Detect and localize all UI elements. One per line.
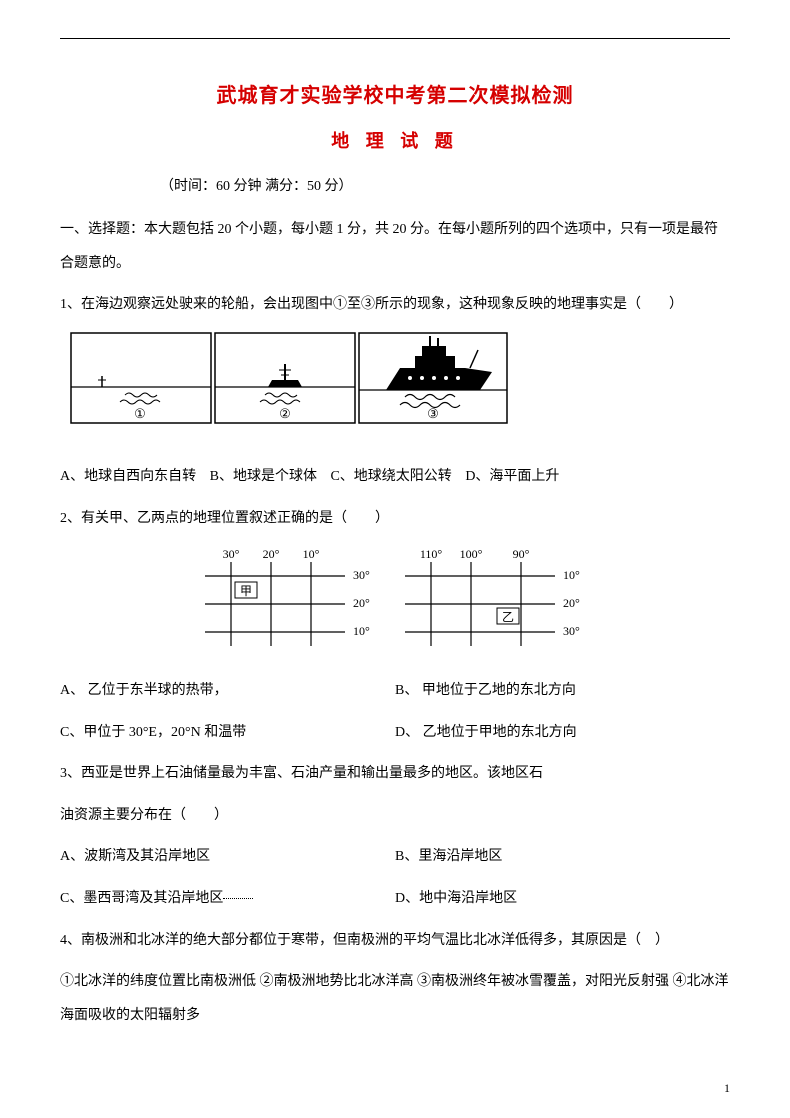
exam-meta: （时间：60 分钟 满分：50 分）	[160, 176, 730, 198]
svg-text:20°: 20°	[563, 596, 580, 610]
svg-text:110°: 110°	[420, 547, 443, 561]
svg-text:10°: 10°	[303, 547, 320, 561]
page-number: 1	[724, 1079, 730, 1098]
q3-options-row1: A、波斯湾及其沿岸地区 B、里海沿岸地区	[60, 840, 730, 874]
q1-optD: D、海平面上升	[465, 469, 559, 484]
q4-stem: 4、南极洲和北冰洋的绝大部分都位于寒带，但南极洲的平均气温比北冰洋低得多，其原因…	[60, 924, 730, 958]
svg-text:100°: 100°	[460, 547, 483, 561]
q4-stem2: ①北冰洋的纬度位置比南极洲低 ②南极洲地势比北冰洋高 ③南极洲终年被冰雪覆盖，对…	[60, 965, 730, 1032]
q2-optB: B、 甲地位于乙地的东北方向	[395, 674, 730, 708]
header-rule	[60, 38, 730, 39]
q1-stem: 1、在海边观察远处驶来的轮船，会出现图中①至③所示的现象，这种现象反映的地理事实…	[60, 288, 730, 322]
svg-text:30°: 30°	[223, 547, 240, 561]
svg-text:③: ③	[427, 406, 439, 421]
section-intro: 一、选择题：本大题包括 20 个小题，每小题 1 分，共 20 分。在每小题所列…	[60, 213, 730, 280]
svg-text:20°: 20°	[353, 596, 370, 610]
q2-options-row2: C、甲位于 30°E，20°N 和温带 D、 乙地位于甲地的东北方向	[60, 716, 730, 750]
q3-optD: D、地中海沿岸地区	[395, 882, 730, 916]
q2-stem: 2、有关甲、乙两点的地理位置叙述正确的是（ ）	[60, 502, 730, 536]
ship-figure: ① ② ③	[70, 332, 730, 440]
grid-figure: 30° 20° 10° 30° 20° 10° 甲 110° 100° 90°	[60, 546, 730, 659]
svg-text:30°: 30°	[353, 568, 370, 582]
q1-optA: A、地球自西向东自转	[60, 469, 196, 484]
q2-options-row1: A、 乙位于东半球的热带， B、 甲地位于乙地的东北方向	[60, 674, 730, 708]
svg-text:②: ②	[279, 406, 291, 421]
q3-optC: C、墨西哥湾及其沿岸地区	[60, 882, 395, 916]
q2-optA: A、 乙位于东半球的热带，	[60, 674, 395, 708]
q3-stem: 3、西亚是世界上石油储量最为丰富、石油产量和输出量最多的地区。该地区石	[60, 757, 730, 791]
q3-optB: B、里海沿岸地区	[395, 840, 730, 874]
q1-optB: B、地球是个球体	[210, 469, 317, 484]
exam-title: 武城育才实验学校中考第二次模拟检测	[60, 80, 730, 112]
svg-text:10°: 10°	[563, 568, 580, 582]
svg-text:①: ①	[134, 406, 146, 421]
svg-text:20°: 20°	[263, 547, 280, 561]
q3-stem2: 油资源主要分布在（ ）	[60, 799, 730, 833]
exam-subtitle: 地 理 试 题	[60, 127, 730, 156]
q1-options: A、地球自西向东自转 B、地球是个球体 C、地球绕太阳公转 D、海平面上升	[60, 460, 730, 494]
svg-text:10°: 10°	[353, 624, 370, 638]
q2-optD: D、 乙地位于甲地的东北方向	[395, 716, 730, 750]
svg-text:30°: 30°	[563, 624, 580, 638]
q2-optC: C、甲位于 30°E，20°N 和温带	[60, 716, 395, 750]
q3-options-row2: C、墨西哥湾及其沿岸地区 D、地中海沿岸地区	[60, 882, 730, 916]
dotted-line	[223, 898, 253, 899]
svg-text:乙: 乙	[502, 610, 514, 624]
svg-text:甲: 甲	[240, 584, 252, 598]
svg-text:90°: 90°	[513, 547, 530, 561]
q1-optC: C、地球绕太阳公转	[330, 469, 451, 484]
q3-optA: A、波斯湾及其沿岸地区	[60, 840, 395, 874]
